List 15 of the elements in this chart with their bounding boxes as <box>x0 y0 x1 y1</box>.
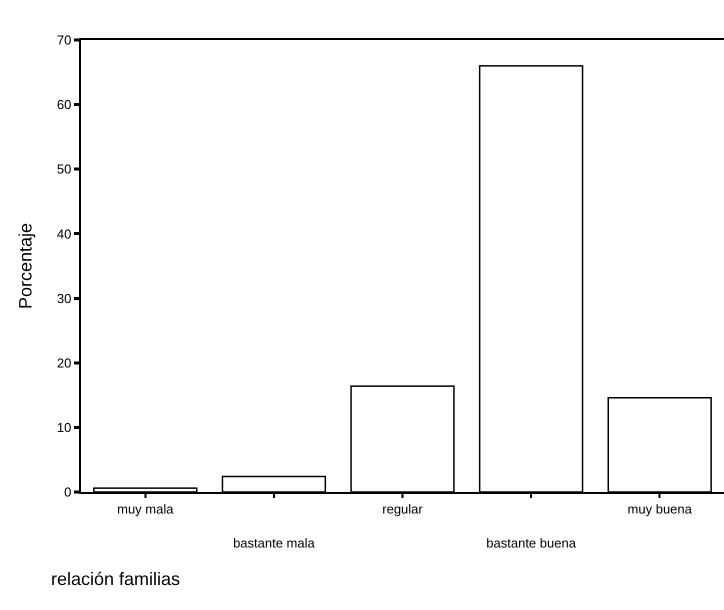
x-tick-label: bastante buena <box>486 535 577 550</box>
y-tick-label: 0 <box>64 484 72 500</box>
x-axis-title: relación familias <box>51 569 180 589</box>
y-tick-label: 50 <box>56 162 72 177</box>
y-axis-title: Porcentaje <box>16 222 36 310</box>
x-tick-label: regular <box>382 502 424 517</box>
y-tick-label: 20 <box>56 355 72 370</box>
y-tick-label: 60 <box>56 97 72 112</box>
y-tick-label: 40 <box>56 226 72 242</box>
y-tick-label: 30 <box>56 290 72 306</box>
x-tick-label: muy mala <box>117 502 174 517</box>
x-tick-label: muy buena <box>628 502 693 517</box>
y-tick-label: 70 <box>56 32 72 48</box>
y-tick-label: 10 <box>56 420 72 435</box>
x-tick-label: bastante mala <box>233 535 316 550</box>
